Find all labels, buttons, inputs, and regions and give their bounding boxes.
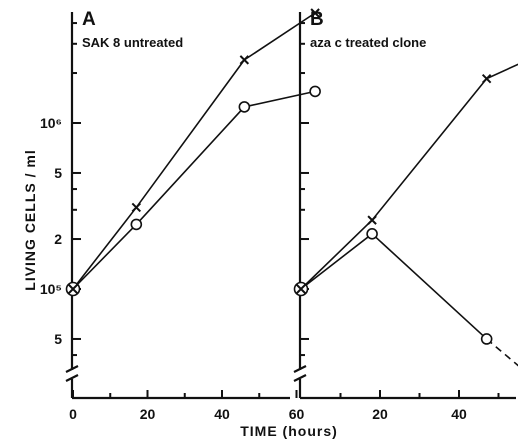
axis-break bbox=[65, 365, 79, 382]
data-point-o bbox=[480, 333, 493, 345]
data-point-x bbox=[131, 202, 142, 213]
data-point-x bbox=[239, 55, 250, 65]
y-tick-label: 5 bbox=[54, 165, 62, 181]
panel-b: 204060Baza c treated clone bbox=[293, 9, 518, 422]
axis-break bbox=[293, 365, 307, 382]
data-point-o bbox=[238, 101, 251, 113]
origin-point-x bbox=[295, 283, 307, 295]
series-line-x bbox=[300, 63, 518, 290]
data-point-x bbox=[367, 215, 377, 225]
origin-point-x bbox=[67, 283, 79, 295]
x-tick-label: 60 bbox=[289, 406, 305, 422]
y-tick-label: 10⁵ bbox=[40, 281, 62, 297]
data-point-o bbox=[309, 85, 321, 98]
x-tick-label: 40 bbox=[214, 406, 230, 422]
panel-a: 5 10⁵ 2 5 10⁶ 0 20 40 60 A SAK 8 untreated bbox=[40, 8, 321, 422]
series-line-o bbox=[72, 90, 316, 290]
data-point-x bbox=[481, 73, 492, 84]
series-line-o bbox=[300, 232, 488, 340]
y-tick-label: 5 bbox=[54, 331, 62, 347]
data-point-o bbox=[130, 218, 143, 231]
data-point-x bbox=[310, 8, 320, 18]
x-axis-label: TIME (hours) bbox=[240, 423, 338, 439]
panel-subtitle: SAK 8 untreated bbox=[82, 35, 183, 50]
data-point-o bbox=[366, 228, 378, 240]
x-tick-label: 40 bbox=[451, 406, 467, 422]
panel-letter: B bbox=[310, 9, 324, 30]
x-tick-label: 20 bbox=[140, 406, 156, 422]
series-line-x bbox=[72, 12, 316, 290]
x-tick-label: 20 bbox=[372, 406, 388, 422]
y-tick-label: 2 bbox=[54, 231, 62, 247]
panel-subtitle: aza c treated clone bbox=[310, 35, 426, 50]
series-line-extrapolated bbox=[486, 338, 518, 367]
panel-letter: A bbox=[82, 9, 96, 30]
y-axis-label: LIVING CELLS / ml bbox=[22, 149, 38, 290]
x-tick-label: 0 bbox=[69, 406, 77, 422]
y-tick-label: 10⁶ bbox=[40, 115, 62, 131]
